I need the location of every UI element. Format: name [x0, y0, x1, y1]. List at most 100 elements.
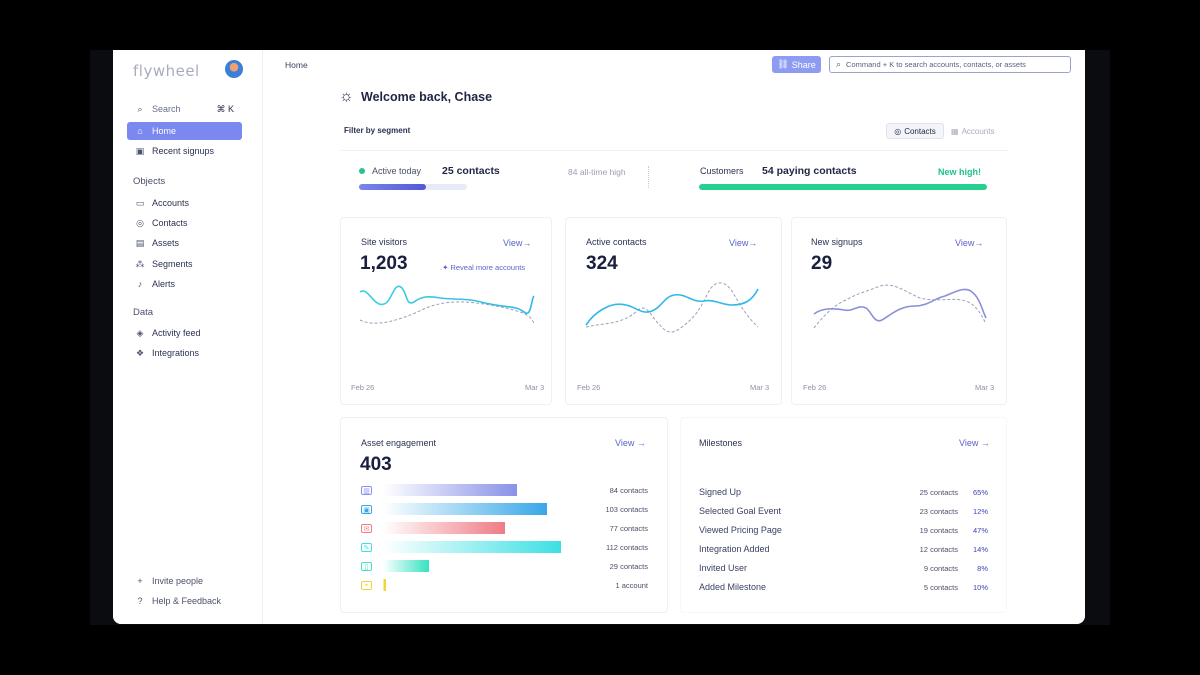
book-icon: ▥ — [361, 486, 372, 495]
page-title: Welcome back, Chase — [361, 90, 493, 104]
active-contacts-chart — [585, 282, 759, 333]
site-visitors-chart — [359, 285, 535, 325]
active-contacts-card[interactable] — [565, 217, 782, 405]
card-title: Active contacts — [586, 237, 647, 247]
sidebar-item-label: Alerts — [152, 279, 176, 289]
chart-end-date: Mar 3 — [525, 383, 545, 392]
milestone-label: Integration Added — [699, 544, 770, 554]
sidebar-item-label: Recent signups — [152, 146, 215, 156]
new-signups-value: 29 — [811, 253, 833, 274]
breadcrumb[interactable]: Home — [285, 60, 308, 70]
new-high-badge: New high! — [938, 167, 981, 177]
sidebar-item-label: Assets — [152, 238, 180, 248]
active-contacts-view-link[interactable]: View→ — [729, 238, 758, 248]
app-logo: flywheel — [133, 62, 200, 80]
filter-label: Filter by segment — [344, 126, 411, 135]
sidebar-item-contacts[interactable]: ◎ Contacts — [127, 214, 242, 232]
milestone-label: Viewed Pricing Page — [699, 525, 782, 535]
sidebar-item-recent-signups[interactable]: ▣ Recent signups — [127, 142, 242, 160]
sidebar-item-activity-feed[interactable]: ◈ Activity feed — [127, 324, 242, 342]
sidebar-item-label: Contacts — [152, 218, 188, 228]
search-shortcut: ⌘ K — [216, 103, 234, 114]
link-icon: ⛓ — [777, 59, 789, 69]
sidebar-item-label: Activity feed — [152, 328, 201, 338]
sidebar-search[interactable]: ⌕ Search ⌘ K — [127, 100, 242, 118]
active-today-progress-fill — [359, 184, 426, 190]
sidebar-item-assets[interactable]: ▤ Assets — [127, 234, 242, 252]
asset-engagement-view-link[interactable]: View → — [615, 438, 646, 448]
sidebar-item-segments[interactable]: ⁂ Segments — [127, 255, 242, 273]
sidebar-item-invite-people[interactable]: + Invite people — [127, 572, 242, 590]
site-visitors-value: 1,203 — [360, 253, 408, 274]
engagement-bar[interactable] — [383, 560, 429, 572]
sidebar-item-label: Integrations — [152, 348, 200, 358]
engagement-bar[interactable] — [383, 541, 561, 553]
milestones-view-link[interactable]: View → — [959, 438, 990, 448]
pencil-icon: ✎ — [361, 543, 372, 552]
engagement-count: 77 contacts — [609, 524, 648, 533]
accounts-icon: ▦ — [951, 126, 959, 136]
active-contacts-value: 324 — [586, 253, 618, 274]
chart-start-date: Feb 26 — [351, 383, 375, 392]
segment-accounts-label: Accounts — [961, 126, 995, 136]
card-title: Site visitors — [361, 237, 408, 247]
milestone-percent: 8% — [977, 564, 988, 573]
sidebar-item-alerts[interactable]: ♪ Alerts — [127, 275, 242, 293]
sidebar-item-help[interactable]: ? Help & Feedback — [127, 592, 242, 610]
engagement-count: 84 contacts — [609, 486, 648, 495]
milestone-label: Added Milestone — [699, 582, 767, 592]
reveal-label: Reveal more accounts — [450, 263, 526, 272]
sidebar-item-home[interactable]: ⌂ Home — [127, 122, 242, 140]
tablet-icon: ▯ — [361, 562, 372, 571]
engagement-bar[interactable] — [383, 503, 547, 515]
new-signups-prior-line — [813, 284, 986, 329]
engagement-bar[interactable] — [383, 579, 386, 591]
chart-start-date: Feb 26 — [577, 383, 601, 392]
milestone-label: Signed Up — [699, 487, 742, 497]
sidebar-search-label: Search — [152, 104, 181, 114]
milestones-card — [680, 417, 1007, 613]
share-button[interactable]: ⛓ Share — [772, 56, 821, 73]
global-search-input[interactable]: ⌕ Command + K to search accounts, contac… — [829, 56, 1071, 73]
integrations-icon: ❖ — [135, 347, 145, 358]
active-contacts-prior-line — [585, 282, 759, 333]
active-contacts-line — [585, 288, 759, 326]
milestone-count: 23 contacts — [919, 507, 958, 516]
segment-accounts-toggle[interactable]: ▦ Accounts — [951, 123, 994, 139]
sidebar: flywheel ⌕ Search ⌘ K ⌂ Home ▣ Recent si… — [113, 50, 263, 624]
engagement-bar[interactable] — [383, 484, 517, 496]
sidebar-item-label: Accounts — [152, 198, 190, 208]
active-today-progress — [359, 184, 467, 190]
avatar[interactable] — [225, 60, 243, 78]
plus-icon: + — [137, 576, 143, 586]
engagement-count: 112 contacts — [606, 543, 648, 552]
contacts-icon: ◎ — [136, 217, 144, 228]
engagement-count: 29 contacts — [609, 562, 648, 571]
new-signups-card[interactable] — [791, 217, 1007, 405]
card-title: New signups — [811, 237, 863, 247]
search-icon: ⌕ — [137, 103, 143, 114]
data-heading: Data — [133, 307, 154, 318]
engagement-bar[interactable] — [383, 522, 505, 534]
milestone-label: Selected Goal Event — [699, 506, 782, 516]
customers-label: Customers — [700, 166, 744, 176]
sidebar-item-label: Segments — [152, 259, 193, 269]
chart-start-date: Feb 26 — [803, 383, 827, 392]
site-visitors-view-link[interactable]: View→ — [503, 238, 532, 248]
summary-strip — [340, 150, 1008, 196]
sidebar-item-accounts[interactable]: ▭ Accounts — [127, 194, 242, 212]
new-signups-view-link[interactable]: View→ — [955, 238, 984, 248]
activity-icon: ◈ — [136, 327, 144, 338]
reveal-more-accounts-link[interactable]: .✦ Reveal more accounts — [440, 263, 525, 272]
contacts-icon: ◎ — [894, 126, 902, 136]
sidebar-item-integrations[interactable]: ❖ Integrations — [127, 344, 242, 362]
milestone-percent: 47% — [972, 526, 988, 535]
engagement-count: 1 account — [615, 581, 648, 590]
milestone-count: 25 contacts — [919, 488, 958, 497]
note-icon: ▪ — [361, 581, 372, 590]
milestone-count: 12 contacts — [919, 545, 958, 554]
search-icon: ⌕ — [836, 59, 842, 69]
active-today-value: 25 contacts — [442, 165, 500, 177]
segment-contacts-toggle[interactable]: ◎ Contacts — [886, 123, 944, 139]
accounts-icon: ▭ — [135, 197, 145, 208]
